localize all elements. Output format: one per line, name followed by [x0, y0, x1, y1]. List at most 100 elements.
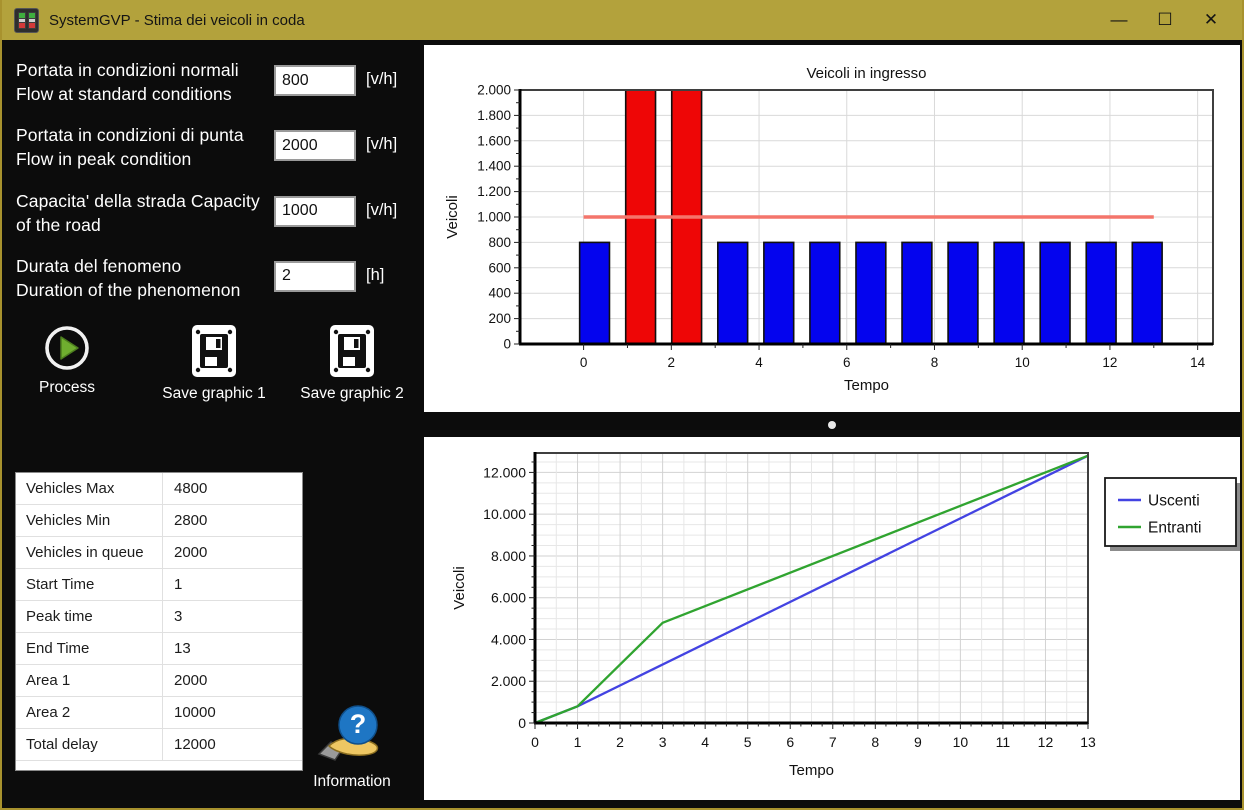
svg-text:Veicoli: Veicoli: [444, 195, 461, 238]
table-cell-value: 3: [174, 608, 183, 625]
table-cell-value: 1: [174, 576, 183, 593]
flow-standard-input[interactable]: [274, 65, 356, 96]
table-row: Vehicles Max 4800: [16, 473, 302, 505]
table-cell-value: 2000: [174, 672, 208, 689]
svg-text:10: 10: [953, 734, 969, 750]
label-line: Capacita' della strada Capacity: [16, 190, 260, 211]
svg-text:0: 0: [518, 715, 526, 731]
svg-text:6.000: 6.000: [491, 590, 526, 606]
svg-text:12.000: 12.000: [483, 464, 526, 480]
results-table: Vehicles Max 4800 Vehicles Min 2800 Vehicles…: [15, 472, 303, 771]
input-row-flow-standard: Portata in condizioni normali Flow at st…: [16, 58, 423, 106]
table-cell-value: 12000: [174, 736, 216, 753]
svg-text:1: 1: [574, 734, 582, 750]
label-line: Flow at standard conditions: [16, 84, 232, 105]
maximize-button[interactable]: ☐: [1157, 10, 1173, 29]
svg-text:400: 400: [488, 286, 511, 301]
svg-text:1.800: 1.800: [477, 108, 511, 123]
play-icon: [45, 326, 89, 370]
process-button[interactable]: Process: [22, 324, 112, 403]
label-line: Portata in condizioni normali: [16, 60, 239, 80]
svg-text:5: 5: [744, 734, 752, 750]
save-graphic-1-label: Save graphic 1: [162, 385, 266, 403]
svg-text:Tempo: Tempo: [844, 377, 889, 394]
svg-text:Veicoli: Veicoli: [451, 566, 468, 609]
close-button[interactable]: ✕: [1203, 10, 1219, 29]
svg-text:0: 0: [503, 337, 511, 352]
svg-text:1.200: 1.200: [477, 184, 511, 199]
svg-text:1.600: 1.600: [477, 133, 511, 148]
app-icon: [14, 7, 39, 33]
flow-standard-label: Portata in condizioni normali Flow at st…: [16, 58, 274, 106]
svg-text:12: 12: [1038, 734, 1054, 750]
svg-text:10.000: 10.000: [483, 506, 526, 522]
duration-input[interactable]: [274, 260, 356, 292]
table-cell-key: Start Time: [16, 569, 163, 600]
control-panel: Portata in condizioni normali Flow at st…: [2, 40, 423, 808]
svg-text:14: 14: [1190, 355, 1206, 370]
table-cell-key: Total delay: [16, 729, 163, 760]
splitter-handle-icon[interactable]: [828, 420, 836, 429]
input-row-flow-peak: Portata in condizioni di punta Flow in p…: [16, 123, 423, 171]
table-row: Peak time 3: [16, 601, 302, 633]
information-button[interactable]: ? Information: [297, 702, 407, 791]
label-line: Flow in peak condition: [16, 149, 192, 170]
table-row: Area 1 2000: [16, 665, 302, 697]
table-cell-key: Vehicles Min: [16, 505, 163, 536]
bar-chart: 0 200 400 600 800 1.000 1.200 1.400 1.600 1.800 2.…: [444, 65, 1214, 394]
svg-text:200: 200: [488, 311, 511, 326]
floppy-disk-icon: [192, 325, 236, 378]
svg-text:4: 4: [701, 734, 709, 750]
svg-text:12: 12: [1102, 355, 1117, 370]
table-cell-key: Area 1: [16, 665, 163, 696]
svg-text:8.000: 8.000: [491, 548, 526, 564]
label-line: Durata del fenomeno: [16, 255, 182, 276]
table-cell-key: Vehicles in queue: [16, 537, 163, 568]
table-row: Area 2 10000: [16, 697, 302, 729]
table-row: End Time 13: [16, 633, 302, 665]
information-label: Information: [313, 773, 391, 790]
floppy-disk-icon: [330, 325, 374, 378]
flow-peak-unit: [v/h]: [366, 135, 398, 154]
flow-peak-label: Portata in condizioni di punta Flow in p…: [16, 123, 274, 171]
svg-text:Veicoli in ingresso: Veicoli in ingresso: [806, 65, 926, 82]
svg-text:6: 6: [843, 355, 851, 370]
input-row-duration: Durata del fenomeno Duration of the phen…: [16, 254, 423, 302]
save-graphic-2-button[interactable]: Save graphic 2: [292, 324, 412, 403]
window-title: SystemGVP - Stima dei veicoli in coda: [49, 11, 305, 29]
chart-veicoli-ingresso: 0 200 400 600 800 1.000 1.200 1.400 1.600 1.800 2.…: [424, 45, 1240, 412]
svg-text:10: 10: [1015, 355, 1030, 370]
svg-text:2.000: 2.000: [491, 673, 526, 689]
table-row: Vehicles in queue 2000: [16, 537, 302, 569]
flow-peak-input[interactable]: [274, 130, 356, 162]
table-cell-key: Vehicles Max: [16, 473, 163, 504]
chart-splitter[interactable]: [424, 412, 1240, 437]
svg-text:1.000: 1.000: [477, 210, 511, 225]
table-cell-key: Peak time: [16, 601, 163, 632]
duration-unit: [h]: [366, 265, 385, 284]
toolbar: Process Save graphic 1: [16, 324, 423, 403]
svg-text:0: 0: [531, 734, 539, 750]
table-cell-value: 13: [174, 640, 191, 657]
svg-text:2.000: 2.000: [477, 83, 511, 98]
help-icon: ?: [317, 705, 379, 761]
capacity-input[interactable]: [274, 195, 356, 227]
title-bar: SystemGVP - Stima dei veicoli in coda — …: [2, 0, 1242, 40]
label-line: Portata in condizioni di punta: [16, 125, 244, 146]
flow-standard-unit: [v/h]: [366, 70, 398, 88]
svg-text:8: 8: [931, 355, 939, 370]
svg-text:600: 600: [488, 260, 511, 275]
svg-text:Entranti: Entranti: [1148, 520, 1201, 537]
svg-text:7: 7: [829, 734, 837, 750]
save-graphic-1-button[interactable]: Save graphic 1: [154, 324, 274, 403]
svg-text:2: 2: [616, 734, 624, 750]
capacity-label: Capacita' della strada Capacity of the r…: [16, 189, 274, 237]
svg-text:13: 13: [1080, 734, 1096, 750]
minimize-button[interactable]: —: [1110, 10, 1128, 29]
svg-text:6: 6: [786, 734, 794, 750]
svg-text:1.400: 1.400: [477, 159, 511, 174]
table-cell-key: Area 2: [16, 697, 163, 728]
table-cell-value: 10000: [174, 704, 216, 721]
capacity-unit: [v/h]: [366, 200, 398, 219]
